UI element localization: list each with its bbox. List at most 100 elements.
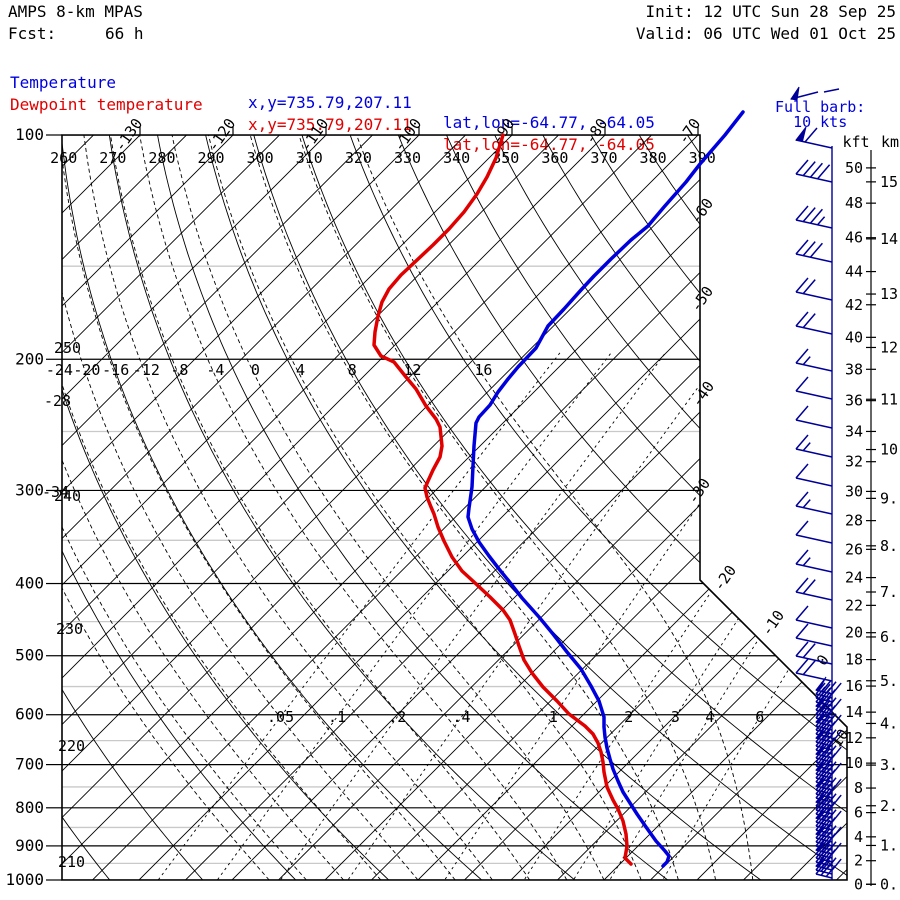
isotherm-label-right: -60 — [687, 195, 717, 228]
theta-label-top: 310 — [296, 149, 323, 167]
moist-adiabat-label: -4 — [206, 361, 224, 379]
wind-barb — [795, 376, 833, 400]
barb-legend-line2: 10 kts — [793, 113, 848, 131]
kft-tick-label: 18 — [845, 651, 863, 669]
kft-tick-label: 10 — [845, 754, 863, 772]
dry-adiabats — [62, 135, 847, 880]
mixing-ratio-label: .2 — [388, 708, 406, 726]
moist-adiabats — [62, 135, 754, 880]
app-title: AMPS 8-km MPAS — [8, 2, 143, 21]
moist-adiabat-label-left: -28 — [44, 392, 71, 410]
km-tick-label: 12. — [880, 338, 900, 356]
kft-tick-label: 6 — [854, 804, 863, 822]
kft-tick-label: 20 — [845, 624, 863, 642]
kft-tick-label: 12 — [845, 729, 863, 747]
legend-temperature-label: Temperature — [10, 73, 116, 92]
plot-border — [61, 134, 848, 881]
km-tick-label: 8. — [880, 537, 898, 555]
pressure-label: 400 — [15, 574, 44, 593]
wind-barb — [795, 623, 833, 647]
pressure-label: 800 — [15, 798, 44, 817]
altitude-scales: kft km02468101214161820222426283032343638… — [842, 133, 900, 893]
wind-barb — [795, 159, 833, 183]
isotherm-label-right: -10 — [758, 607, 788, 640]
kft-tick-label: 40 — [845, 328, 863, 346]
mixing-ratio-label: 6 — [755, 708, 764, 726]
kft-tick-label: 36 — [845, 392, 863, 410]
km-tick-label: 15. — [880, 173, 900, 191]
wind-barb — [795, 491, 833, 515]
km-tick-label: 3. — [880, 756, 898, 774]
km-tick-label: 5. — [880, 672, 898, 690]
fcst-value: 66 h — [105, 24, 144, 43]
moist-adiabat-labels: -24 -20 -16 -12 -8 -4 0 4 8 12 16 -28 -34 — [42, 361, 492, 501]
moist-adiabat-label: -12 — [133, 361, 160, 379]
moist-adiabat-label: 0 — [251, 361, 260, 379]
theta-label-top: 360 — [541, 149, 568, 167]
wind-barb — [795, 126, 833, 149]
pressure-label: 600 — [15, 705, 44, 724]
wind-barb — [795, 311, 833, 335]
legend-dewpoint-latlon: lat,lon=-64.77, -64.05 — [443, 135, 655, 154]
theta-label-left: 240 — [54, 487, 81, 505]
barb-legend-line1: Full barb: — [775, 98, 866, 116]
legend-temperature-xy: x,y=735.79,207.11 — [248, 93, 412, 112]
wind-barb — [795, 205, 833, 229]
legend-temperature-row: Temperature x,y=735.79,207.11 lat,lon=-6… — [0, 53, 900, 133]
legend-dewpoint-xy: x,y=735.79,207.11 — [248, 115, 412, 134]
moist-adiabat-label-left: -34 — [42, 483, 69, 501]
kft-tick-label: 14 — [845, 703, 863, 721]
theta-label-top: 320 — [345, 149, 372, 167]
km-tick-label: 11. — [880, 390, 900, 408]
forecast-hour-row: Fcst: 66 h — [8, 24, 144, 44]
mixing-ratio-label: .05 — [267, 708, 294, 726]
mixing-ratio-labels: .05 .1 .2 .4 1 2 3 4 6 — [267, 708, 764, 726]
kft-tick-label: 22 — [845, 596, 863, 614]
isotherm-label-right: -20 — [710, 562, 740, 595]
top-temp-labels: -130 -120 -110 -100 -90 -80 -70 — [111, 115, 704, 155]
wind-barb — [795, 277, 833, 301]
isotherm-label-top: -90 — [488, 115, 518, 148]
kft-tick-label: 0 — [854, 875, 863, 893]
moist-adiabat-label: -8 — [170, 361, 188, 379]
km-scale: 0. 1. 2. 3. 4. 5. 6. 7. 8. 9. 10. 11. 12. 13. 14. 15. — [866, 173, 900, 893]
isotherm-label-right: -50 — [687, 283, 717, 316]
mixing-ratio-label: 1 — [549, 708, 558, 726]
kft-tick-label: 44 — [845, 263, 863, 281]
kft-tick-label: 16 — [845, 677, 863, 695]
theta-label-top: 370 — [590, 149, 617, 167]
kft-tick-label: 42 — [845, 296, 863, 314]
wind-barb — [795, 641, 833, 665]
km-tick-label: 0. — [880, 875, 898, 893]
pressure-label: 100 — [15, 125, 44, 144]
moist-adiabat-label: 8 — [348, 361, 357, 379]
kft-tick-label: 48 — [845, 194, 863, 212]
mixing-ratio-label: .4 — [453, 708, 471, 726]
kft-tick-label: 28 — [845, 512, 863, 530]
kft-tick-label: 8 — [854, 779, 863, 797]
km-scale-title: km — [881, 133, 899, 151]
legend-temperature-latlon: lat,lon=-64.77, -64.05 — [443, 113, 655, 132]
theta-label-top: 340 — [443, 149, 470, 167]
pressure-label: 200 — [15, 349, 44, 368]
init-value: 12 UTC Sun 28 Sep 25 — [703, 2, 896, 21]
km-tick-label: 9. — [880, 489, 898, 507]
grid — [62, 135, 847, 880]
init-label: Init: — [645, 2, 694, 21]
kft-tick-label: 24 — [845, 569, 863, 587]
moist-adiabat-label: -20 — [73, 361, 100, 379]
kft-tick-label: 4 — [854, 828, 863, 846]
km-tick-label: 10. — [880, 441, 900, 459]
isotherm-label-right: -30 — [684, 475, 714, 508]
theta-label-left: 230 — [56, 620, 83, 638]
theta-labels: 260 270 280 290 300 310 320 330 340 350 360 370 380 3… — [50, 149, 716, 871]
km-tick-label: 6. — [880, 628, 898, 646]
kft-tick-label: 26 — [845, 540, 863, 558]
kft-tick-label: 50 — [845, 159, 863, 177]
km-tick-label: 7. — [880, 583, 898, 601]
valid-row: Valid: 06 UTC Wed 01 Oct 25 — [636, 24, 896, 44]
wind-barb — [795, 239, 833, 263]
wind-barb — [795, 434, 833, 458]
